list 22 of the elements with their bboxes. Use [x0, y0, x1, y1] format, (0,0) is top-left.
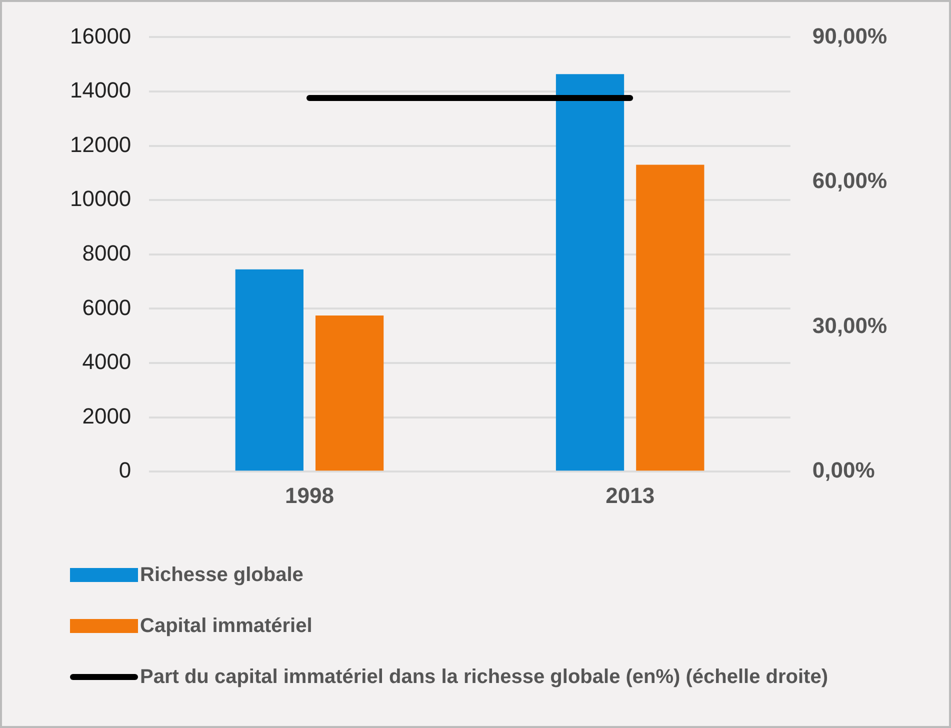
y2-tick-label: 30,00% — [812, 312, 888, 338]
x-tick-label: 2013 — [606, 482, 655, 508]
y-tick-label: 14000 — [70, 78, 132, 103]
y2-tick-label: 60,00% — [812, 168, 888, 194]
y-tick-label: 2000 — [82, 403, 132, 428]
bar — [636, 164, 704, 471]
y-tick-label: 10000 — [70, 186, 132, 212]
legend-label: Richesse globale — [140, 564, 304, 586]
bar — [235, 269, 304, 471]
bar — [315, 315, 384, 471]
y-tick-label: 12000 — [70, 132, 132, 157]
y2-tick-label: 0,00% — [812, 458, 875, 483]
y-tick-label: 8000 — [82, 240, 132, 266]
y-tick-label: 0 — [118, 458, 132, 483]
y-tick-label: 4000 — [82, 349, 132, 374]
legend-label: Part du capital immatériel dans la richesse globale (en%) (échelle droite) — [140, 666, 828, 688]
x-tick-label: 1998 — [285, 482, 334, 508]
y-tick-label: 16000 — [70, 23, 132, 48]
legend-label: Capital immatériel — [140, 614, 312, 638]
y2-tick-label: 90,00% — [812, 23, 888, 48]
bar — [556, 74, 624, 471]
y-tick-label: 6000 — [82, 294, 132, 320]
